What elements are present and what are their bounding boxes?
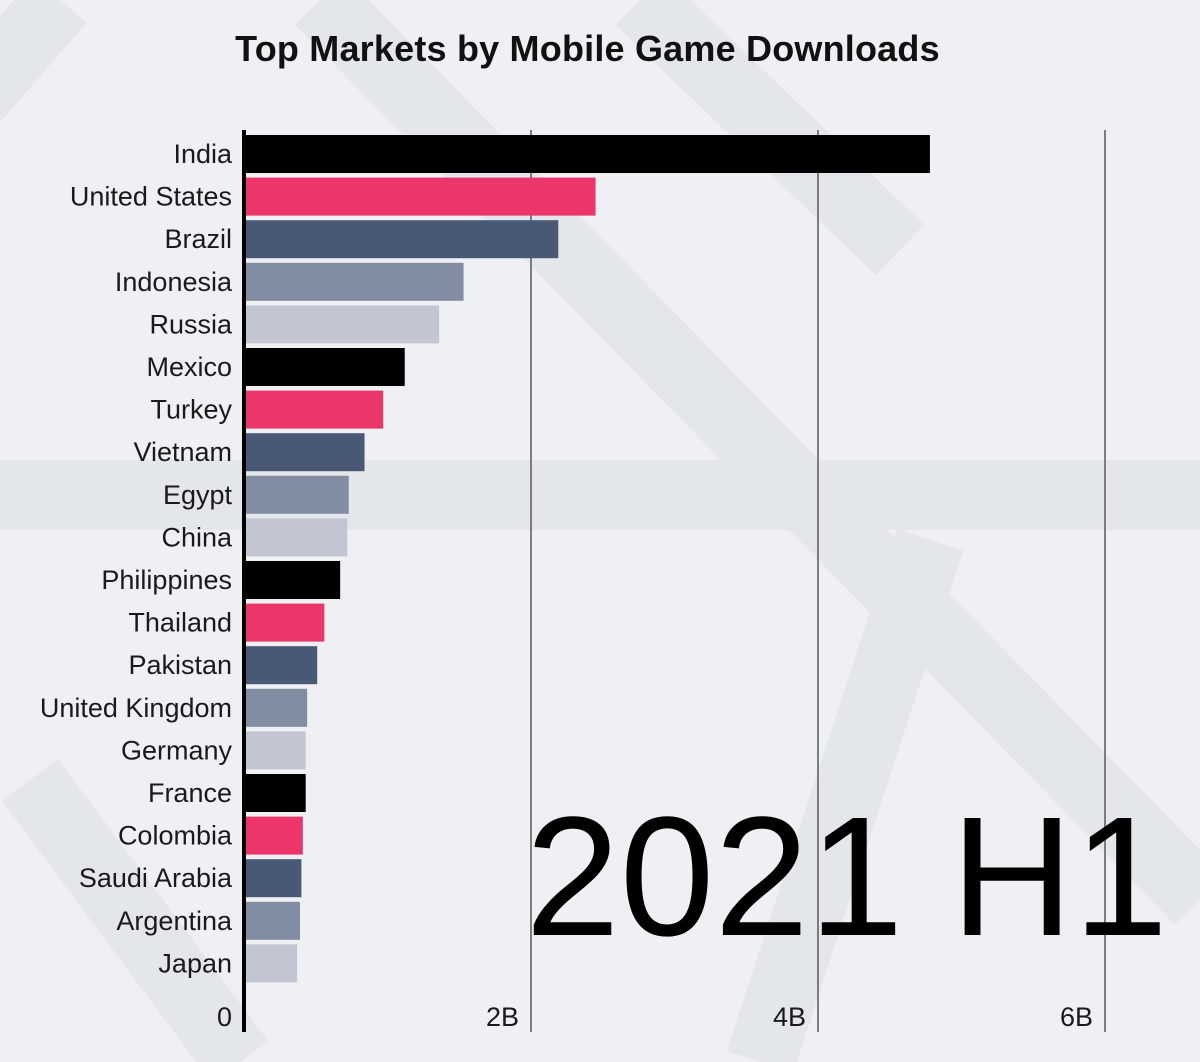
category-label: United States [70, 182, 232, 212]
x-tick-label: 4B [773, 1002, 806, 1032]
category-label: Vietnam [133, 437, 232, 467]
category-label: United Kingdom [40, 693, 232, 723]
category-label: Argentina [116, 906, 233, 936]
bar [244, 475, 349, 514]
category-label: Thailand [128, 608, 232, 638]
bar [244, 262, 464, 301]
chart-title: Top Markets by Mobile Game Downloads [235, 28, 940, 69]
x-tick-label: 6B [1060, 1002, 1093, 1032]
bar [244, 433, 365, 472]
bar [244, 646, 318, 685]
category-label: India [173, 139, 233, 169]
bar [244, 220, 559, 259]
category-label: Brazil [164, 224, 232, 254]
bar [244, 518, 348, 557]
category-label: Colombia [118, 821, 233, 851]
bar [244, 177, 596, 216]
category-label: Russia [149, 309, 233, 339]
bar [244, 603, 325, 642]
bar [244, 561, 341, 599]
bar [244, 305, 440, 344]
bar [244, 348, 405, 386]
bar [244, 774, 306, 812]
category-label: Mexico [146, 352, 232, 382]
category-label: Pakistan [128, 650, 232, 680]
period-label: 2021 H1 [525, 782, 1168, 972]
category-label: Japan [158, 948, 232, 978]
bar [244, 901, 300, 940]
category-label: Germany [121, 735, 233, 765]
category-label: Egypt [163, 480, 233, 510]
category-label: Turkey [150, 395, 232, 425]
bar [244, 816, 303, 855]
bar [244, 688, 308, 727]
category-label: France [148, 778, 232, 808]
category-label: Indonesia [115, 267, 233, 297]
x-tick-label: 0 [217, 1002, 232, 1032]
category-label: China [161, 522, 233, 552]
bar [244, 859, 302, 898]
bar [244, 390, 384, 429]
category-label: Saudi Arabia [79, 863, 233, 893]
x-tick-label: 2B [486, 1002, 519, 1032]
bar [244, 731, 306, 770]
category-label: Philippines [101, 565, 232, 595]
bar [244, 944, 298, 983]
bar [244, 135, 930, 173]
